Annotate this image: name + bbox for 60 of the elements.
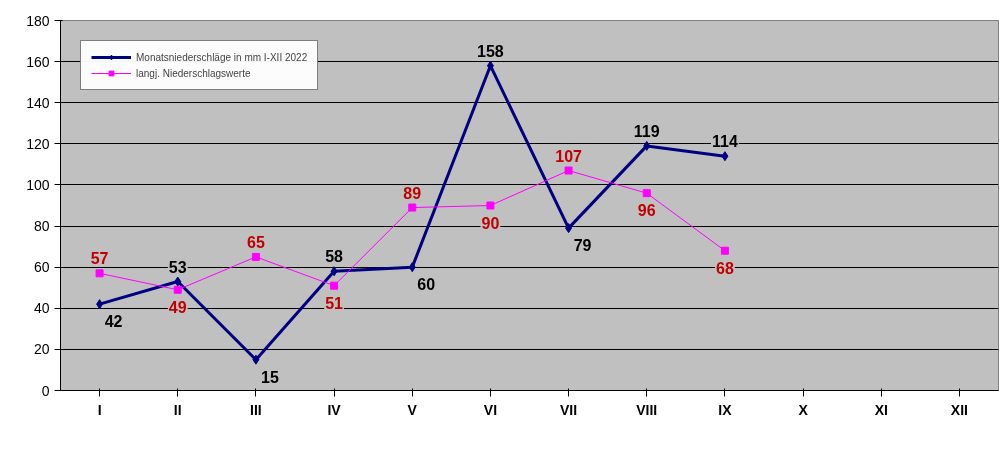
data-label: 51 <box>325 294 344 312</box>
point <box>643 140 651 151</box>
point <box>251 252 260 261</box>
legend-label: Monatsniederschläge in mm I-XII 2022 <box>136 51 308 63</box>
point <box>565 223 573 234</box>
data-label: 49 <box>168 298 187 316</box>
y-tick-label: 140 <box>26 94 50 111</box>
x-tick-label: III <box>250 401 262 418</box>
x-tick-label: VIII <box>636 401 658 418</box>
data-label: 57 <box>90 250 109 268</box>
y-tick-label: 0 <box>41 382 50 399</box>
point <box>642 189 651 198</box>
data-label: 79 <box>573 237 592 255</box>
point <box>720 246 729 255</box>
y-tick-label: 120 <box>26 135 50 152</box>
data-label: 58 <box>325 248 344 266</box>
x-tick-label: XII <box>950 401 968 418</box>
point <box>95 269 104 278</box>
point <box>564 166 573 175</box>
data-label: 15 <box>261 368 279 386</box>
point <box>721 151 729 162</box>
x-tick-label: X <box>798 401 809 418</box>
point <box>408 203 417 212</box>
data-label: 158 <box>477 42 504 60</box>
data-label: 42 <box>104 313 123 331</box>
data-label: 107 <box>555 147 583 165</box>
y-tick-label: 80 <box>33 218 50 235</box>
point <box>252 354 260 365</box>
data-label: 89 <box>403 184 422 202</box>
point <box>330 281 339 290</box>
point <box>330 266 338 277</box>
x-tick-label: XI <box>874 401 888 418</box>
x-tick-label: VI <box>483 401 498 418</box>
data-label: 60 <box>417 276 436 294</box>
legend-label: langj. Niederschlagswerte <box>136 67 251 79</box>
point <box>486 201 495 210</box>
point <box>173 285 182 294</box>
x-tick-label: IX <box>718 401 733 418</box>
data-label: 53 <box>168 258 187 276</box>
x-tick-label: I <box>97 401 102 418</box>
data-label: 96 <box>637 202 656 220</box>
data-label: 114 <box>712 133 738 151</box>
point <box>408 262 416 273</box>
data-label: 90 <box>481 214 500 232</box>
point <box>174 276 182 287</box>
y-tick-label: 180 <box>26 12 50 29</box>
x-tick-label: II <box>173 401 182 418</box>
data-label: 68 <box>716 259 734 277</box>
y-tick-label: 160 <box>26 53 50 70</box>
y-tick-label: 60 <box>33 259 50 276</box>
y-tick-label: 100 <box>26 176 50 193</box>
data-label: 65 <box>247 233 265 251</box>
x-tick-label: V <box>407 401 418 418</box>
x-tick-label: IV <box>327 401 342 418</box>
y-tick-label: 40 <box>33 300 50 317</box>
point <box>96 299 104 310</box>
data-label: 119 <box>633 122 660 140</box>
point <box>486 60 494 71</box>
x-tick-label: VII <box>560 401 578 418</box>
y-tick-label: 20 <box>33 341 50 358</box>
